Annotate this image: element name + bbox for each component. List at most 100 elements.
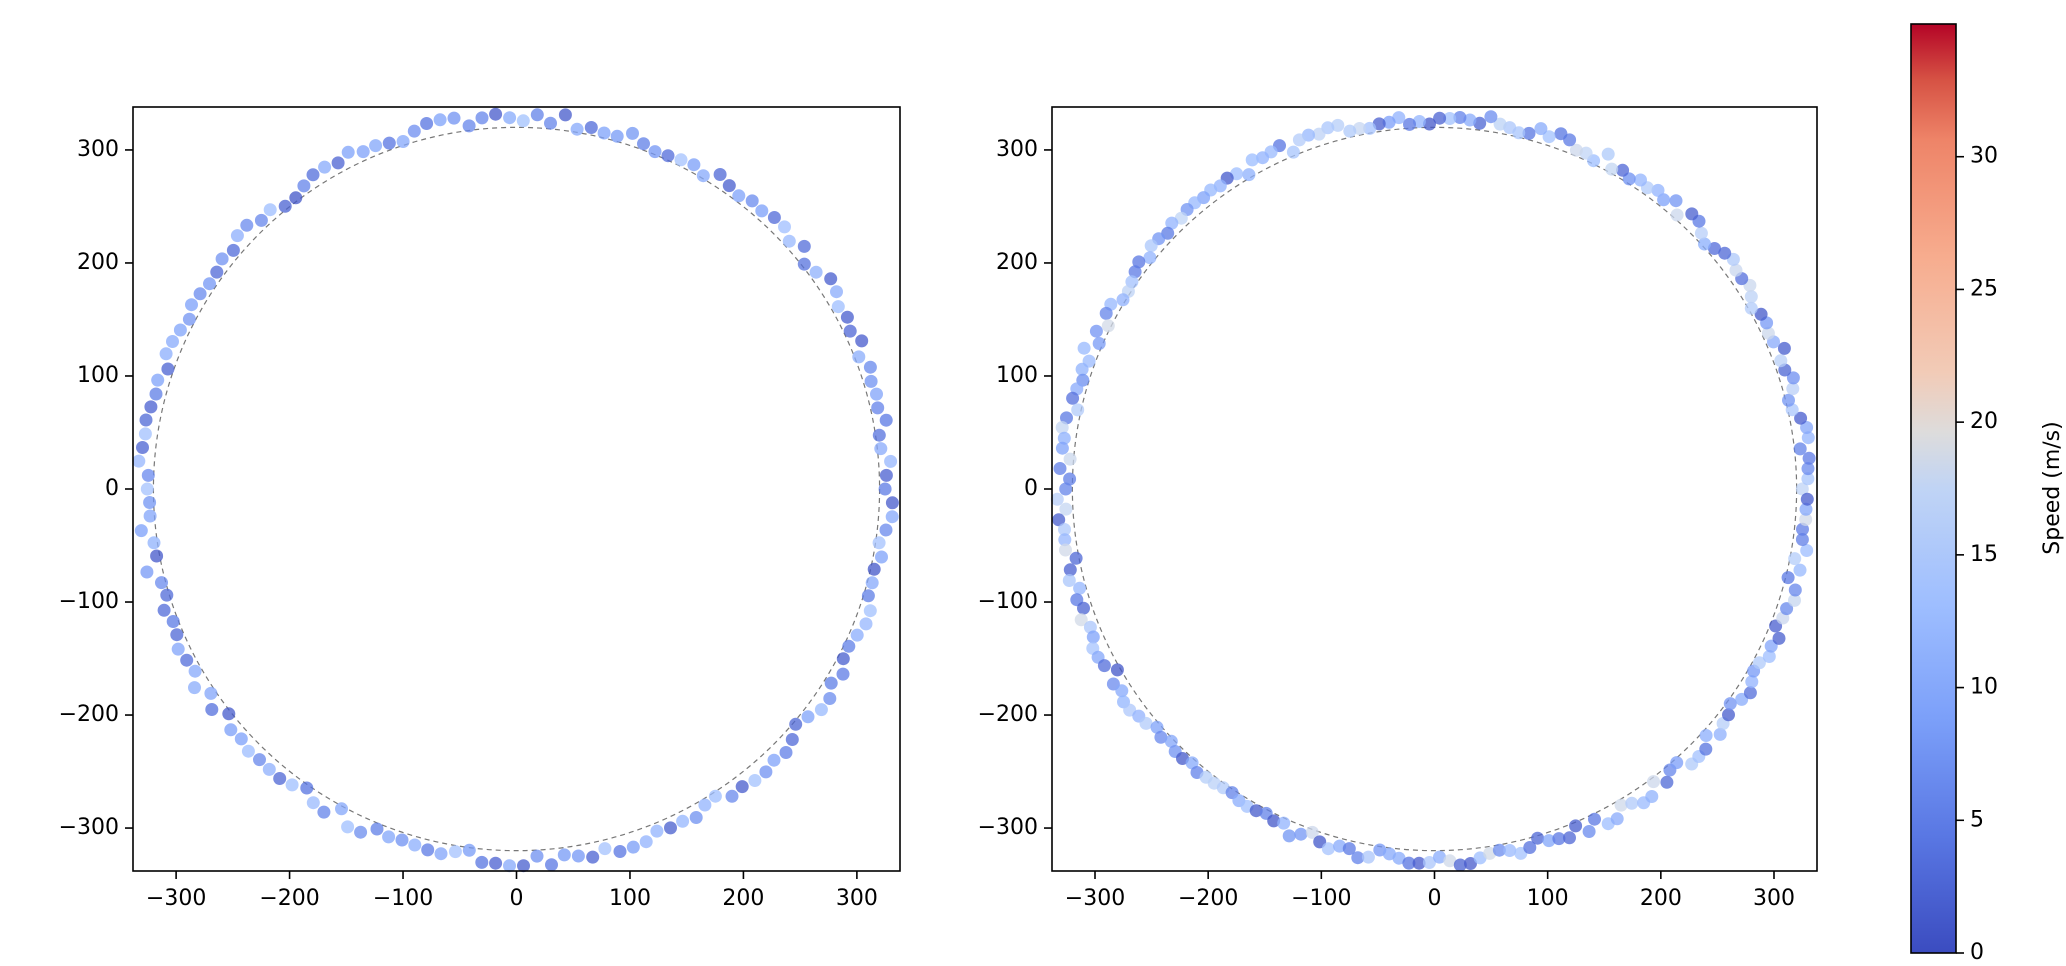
- right-points-group: [1050, 110, 1816, 872]
- right-scatter-point: [1660, 775, 1674, 789]
- left-scatter-point: [698, 798, 712, 812]
- left-scatter-point: [434, 847, 448, 861]
- right-scatter-point: [1634, 173, 1647, 187]
- left-scatter-point: [831, 300, 845, 314]
- left-scatter-point: [778, 220, 791, 234]
- left-scatter-point: [861, 589, 875, 603]
- left-scatter-point: [870, 387, 883, 401]
- right-scatter-point: [1802, 451, 1816, 465]
- left-scatter-point: [713, 168, 727, 181]
- left-scatter-point: [664, 821, 677, 835]
- right-scatter-point: [1588, 812, 1601, 826]
- left-x-tick-label: −200: [259, 886, 319, 911]
- right-scatter-point: [1657, 193, 1671, 207]
- right-scatter-point: [1744, 290, 1758, 304]
- left-scatter-point: [489, 107, 503, 121]
- left-scatter-panel: −300 −200 −100 0 100 200 300 −300 −200 −100 0 100 2…: [59, 106, 901, 911]
- right-scatter-point: [1610, 812, 1624, 826]
- right-scatter-point: [1794, 411, 1808, 425]
- right-scatter-point: [1074, 613, 1088, 627]
- left-scatter-point: [161, 362, 175, 376]
- left-points-group: [132, 107, 899, 873]
- right-scatter-point: [1782, 393, 1795, 407]
- left-scatter-point: [639, 835, 653, 849]
- left-scatter-point: [879, 468, 893, 482]
- right-x-tick-label: 300: [1753, 886, 1795, 911]
- left-scatter-point: [278, 199, 292, 213]
- left-scatter-point: [300, 781, 314, 795]
- right-scatter-point: [1077, 341, 1091, 355]
- right-scatter-point: [1799, 513, 1813, 526]
- left-scatter-point: [722, 179, 736, 193]
- right-scatter-point: [1154, 730, 1168, 744]
- right-y-axis: −300 −200 −100 0 100 200 300: [978, 137, 1052, 840]
- left-scatter-point: [637, 137, 650, 151]
- left-scatter-point: [824, 272, 838, 286]
- right-y-tick-label: 100: [996, 363, 1038, 388]
- right-scatter-point: [1050, 492, 1064, 506]
- left-scatter-point: [462, 843, 476, 857]
- left-scatter-point: [356, 145, 370, 159]
- left-scatter-point: [331, 156, 345, 170]
- right-scatter-point: [1053, 462, 1067, 475]
- right-scatter-point: [1165, 216, 1179, 230]
- left-scatter-point: [725, 789, 739, 803]
- left-scatter-point: [863, 360, 877, 374]
- right-scatter-point: [1625, 796, 1639, 810]
- right-x-tick-label: −300: [1065, 886, 1125, 911]
- right-scatter-point: [1718, 246, 1732, 260]
- left-scatter-point: [797, 239, 811, 253]
- left-scatter-point: [188, 681, 201, 695]
- left-scatter-point: [155, 576, 168, 590]
- right-scatter-point: [1800, 492, 1814, 506]
- left-scatter-point: [370, 822, 384, 836]
- right-scatter-point: [1503, 844, 1517, 857]
- left-scatter-point: [382, 830, 396, 844]
- right-scatter-point: [1542, 130, 1556, 144]
- left-scatter-point: [222, 707, 236, 721]
- left-scatter-point: [676, 814, 690, 828]
- colorbar-tick-label: 30: [1970, 144, 1998, 169]
- left-scatter-point: [354, 825, 368, 839]
- right-reference-ring: [1071, 126, 1798, 852]
- right-scatter-point: [1745, 675, 1759, 689]
- right-scatter-point: [1361, 850, 1375, 864]
- right-scatter-point: [1058, 523, 1071, 536]
- right-y-tick-label: 0: [1024, 476, 1038, 501]
- left-scatter-point: [809, 265, 823, 279]
- right-scatter-point: [1569, 143, 1583, 157]
- left-scatter-point: [215, 252, 229, 266]
- right-scatter-point: [1392, 111, 1406, 125]
- left-scatter-point: [143, 496, 157, 509]
- right-scatter-point: [1412, 115, 1426, 128]
- right-scatter-point: [1729, 263, 1743, 277]
- left-scatter-point: [814, 703, 828, 717]
- left-scatter-point: [648, 145, 662, 159]
- left-scatter-point: [674, 153, 688, 167]
- right-scatter-point: [1423, 117, 1436, 131]
- left-scatter-point: [597, 126, 611, 140]
- left-scatter-point: [516, 114, 530, 128]
- right-scatter-point: [1473, 116, 1487, 130]
- right-scatter-point: [1801, 431, 1815, 445]
- left-scatter-point: [138, 427, 152, 441]
- right-scatter-point: [1616, 163, 1630, 177]
- left-scatter-point: [433, 113, 447, 127]
- left-scatter-point: [341, 820, 355, 834]
- left-scatter-point: [149, 387, 163, 401]
- right-scatter-point: [1245, 153, 1259, 167]
- left-scatter-point: [151, 373, 165, 387]
- left-scatter-point: [136, 441, 149, 454]
- right-scatter-point: [1256, 151, 1270, 165]
- right-scatter-point: [1552, 832, 1566, 846]
- right-scatter-point: [1063, 563, 1077, 577]
- left-scatter-point: [139, 413, 153, 427]
- right-y-tick-label: −300: [978, 815, 1038, 840]
- left-scatter-point: [755, 204, 769, 218]
- left-scatter-point: [689, 811, 703, 824]
- right-scatter-point: [1761, 326, 1775, 340]
- right-scatter-point: [1542, 834, 1556, 848]
- right-scatter-point: [1605, 162, 1619, 176]
- left-scatter-point: [240, 218, 254, 232]
- colorbar-tick-label: 10: [1970, 675, 1998, 700]
